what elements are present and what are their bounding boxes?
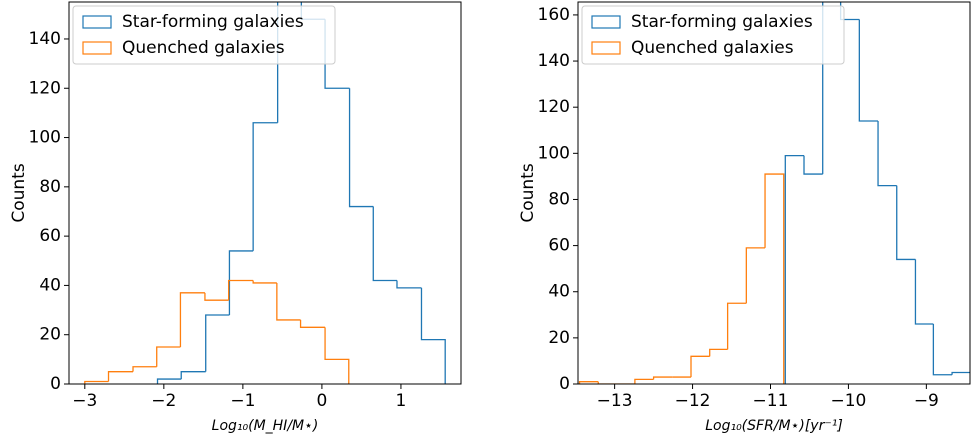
- histogram-step: [227, 279, 254, 301]
- x-tick-label: 1: [396, 391, 407, 411]
- axes-frame: [577, 1, 971, 385]
- y-tick-label: 20: [39, 325, 61, 345]
- histogram-step: [578, 381, 599, 384]
- histogram-step: [180, 371, 206, 380]
- y-tick-label: 120: [29, 78, 61, 98]
- histogram-step: [652, 376, 673, 380]
- y-tick-label: 0: [50, 374, 61, 394]
- histogram-step: [84, 380, 109, 384]
- histogram-step: [205, 314, 230, 372]
- histogram-step: [156, 378, 182, 384]
- legend-swatch: [82, 41, 112, 55]
- x-axis-label: Log₁₀(SFR/M⋆)[yr⁻¹]: [705, 418, 843, 434]
- legend-swatch: [591, 15, 621, 29]
- histogram-step: [896, 185, 916, 261]
- x-tick-label: 0: [316, 391, 327, 411]
- histogram-step: [276, 2, 279, 123]
- x-tick-label: −2: [151, 391, 176, 411]
- y-tick-label: 80: [548, 189, 570, 209]
- histogram-step: [204, 292, 229, 301]
- histogram-step: [951, 371, 970, 375]
- legend-label: Star-forming galaxies: [122, 12, 304, 32]
- histogram-step: [764, 173, 785, 384]
- legend-label: Star-forming galaxies: [631, 12, 813, 32]
- legend-box: [72, 5, 336, 65]
- axes-frame: [68, 1, 462, 385]
- plot-area: [84, 2, 446, 384]
- x-tick-label: −12: [675, 391, 711, 411]
- x-axis-label: Log₁₀(M_HI/M⋆): [212, 418, 319, 434]
- y-tick-label: 20: [548, 328, 570, 348]
- histogram-step: [276, 282, 301, 321]
- legend-label: Quenched galaxies: [122, 38, 285, 58]
- histogram-step: [132, 366, 157, 372]
- histogram-step: [348, 88, 374, 208]
- histogram-step: [634, 378, 654, 384]
- y-tick-label: 40: [39, 275, 61, 295]
- x-tick-label: −10: [830, 391, 866, 411]
- histogram-step: [726, 302, 747, 350]
- histogram-step: [252, 280, 277, 284]
- plot-area: [578, 2, 970, 384]
- x-tick-label: −3: [72, 391, 97, 411]
- y-tick-label: 60: [39, 226, 61, 246]
- y-tick-label: 80: [39, 177, 61, 197]
- legend-swatch: [591, 41, 621, 55]
- histogram-step: [107, 371, 134, 382]
- legend-swatch: [82, 15, 112, 29]
- histogram-step: [877, 121, 897, 187]
- y-tick-label: 140: [29, 29, 61, 49]
- histogram-step: [299, 319, 326, 328]
- histogram-step: [597, 381, 617, 384]
- histogram-step: [228, 250, 254, 315]
- histogram-step: [932, 324, 953, 376]
- y-tick-label: 60: [548, 236, 570, 256]
- histogram-step: [324, 327, 350, 384]
- histogram-step: [690, 355, 710, 378]
- y-axis-label: Counts: [9, 163, 29, 222]
- y-tick-label: 100: [538, 143, 570, 163]
- y-tick-label: 0: [559, 374, 570, 394]
- y-tick-label: 120: [538, 97, 570, 117]
- legend-label: Quenched galaxies: [631, 38, 794, 58]
- histogram-step: [179, 292, 205, 348]
- x-tick-label: −1: [230, 391, 255, 411]
- histogram-step: [784, 154, 805, 384]
- histogram-step: [420, 287, 446, 384]
- histogram-step: [396, 280, 422, 289]
- histogram-step: [252, 122, 278, 251]
- histogram-step: [803, 155, 823, 175]
- y-tick-label: 140: [538, 51, 570, 71]
- histogram-step: [709, 348, 728, 357]
- histogram-step: [914, 259, 934, 325]
- x-tick-label: −9: [914, 391, 939, 411]
- histogram-step: [822, 2, 824, 175]
- legend-box: [581, 5, 845, 65]
- y-tick-label: 160: [538, 5, 570, 25]
- histogram-step: [372, 206, 397, 282]
- y-axis-label: Counts: [518, 163, 538, 222]
- histogram-step: [156, 346, 181, 367]
- x-tick-label: −13: [597, 391, 633, 411]
- histogram-step: [745, 247, 766, 304]
- x-tick-label: −11: [753, 391, 789, 411]
- y-tick-label: 100: [29, 128, 61, 148]
- histogram-step: [858, 19, 879, 122]
- y-tick-label: 40: [548, 282, 570, 302]
